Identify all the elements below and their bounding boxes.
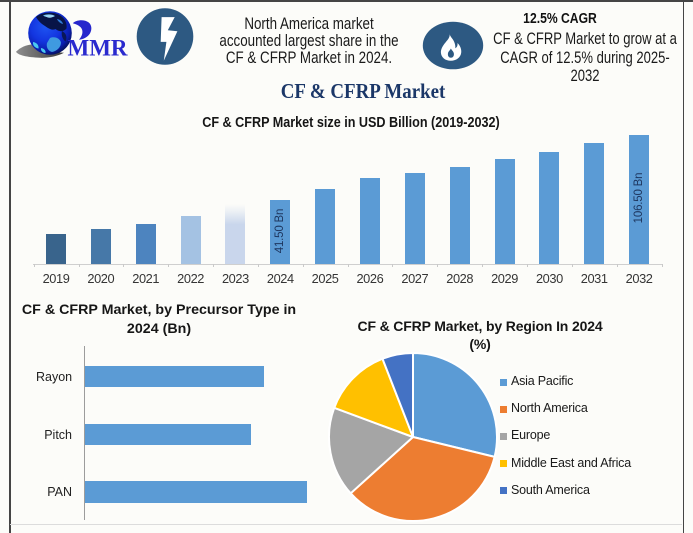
svg-text:MMR: MMR [68,36,128,61]
